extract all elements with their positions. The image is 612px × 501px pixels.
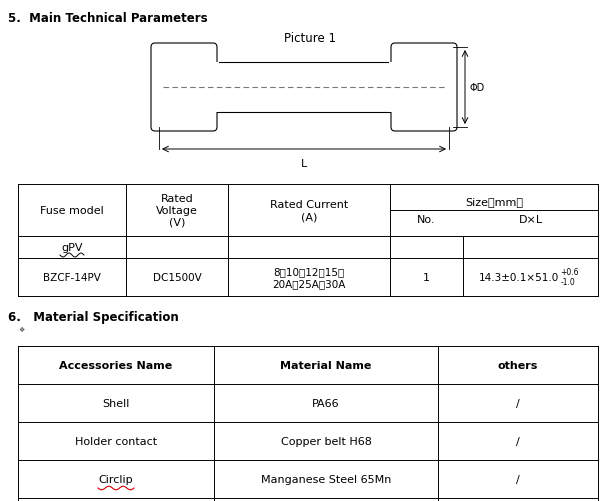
Text: Circlip: Circlip [99,474,133,484]
Bar [389,63,395,113]
Text: /: / [516,474,520,484]
Text: DC1500V: DC1500V [152,273,201,283]
Text: ❖: ❖ [18,326,24,332]
Text: Accessories Name: Accessories Name [59,360,173,370]
Text: Picture 1: Picture 1 [284,32,336,45]
Text: Holder contact: Holder contact [75,436,157,446]
Text: ΦD: ΦD [469,83,484,93]
Text: 14.3±0.1×51.0: 14.3±0.1×51.0 [479,273,559,283]
Text: Fuse model: Fuse model [40,205,104,215]
Text: Material Name: Material Name [280,360,371,370]
Text: Size（mm）: Size（mm） [465,196,523,206]
Text: 8、10、12、15、
20A、25A、30A: 8、10、12、15、 20A、25A、30A [272,266,346,289]
Text: Rated Current
(A): Rated Current (A) [270,199,348,222]
Text: Manganese Steel 65Mn: Manganese Steel 65Mn [261,474,391,484]
Text: PA66: PA66 [312,398,340,408]
Text: +0.6: +0.6 [561,268,579,277]
Bar [213,63,395,113]
Text: Shell: Shell [102,398,130,408]
Text: BZCF-14PV: BZCF-14PV [43,273,101,283]
Text: 5.  Main Technical Parameters: 5. Main Technical Parameters [8,12,207,25]
Text: L: L [301,159,307,169]
FancyBboxPatch shape [151,44,217,132]
Bar [213,63,219,113]
Text: gPV: gPV [61,242,83,253]
Text: 1: 1 [423,273,430,283]
Text: /: / [516,436,520,446]
Text: No.: No. [417,214,436,224]
Text: /: / [516,398,520,408]
Text: Copper belt H68: Copper belt H68 [280,436,371,446]
Text: D×L: D×L [518,214,543,224]
FancyBboxPatch shape [391,44,457,132]
Text: 6.   Material Specification: 6. Material Specification [8,311,179,323]
Text: Rated
Voltage
(V): Rated Voltage (V) [156,194,198,227]
Text: others: others [498,360,538,370]
Text: -1.0: -1.0 [561,278,575,287]
